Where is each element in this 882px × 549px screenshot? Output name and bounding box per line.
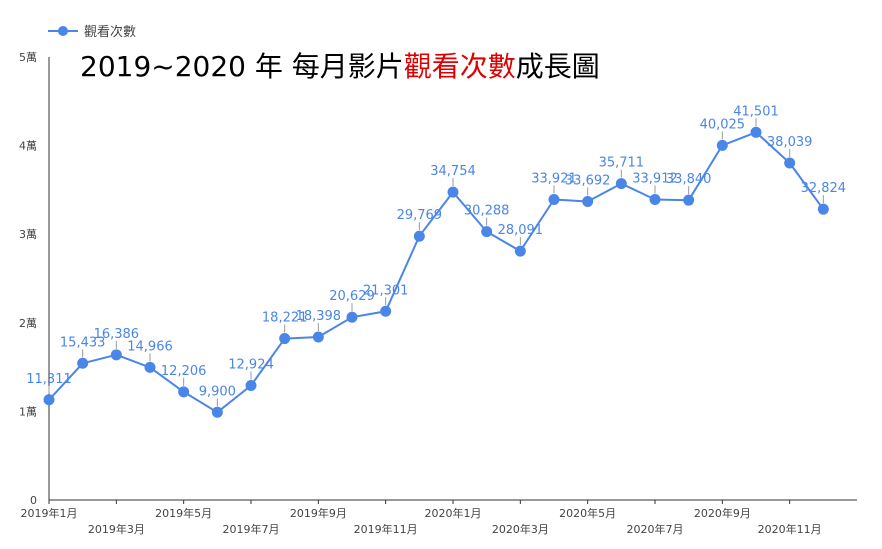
chart-title-part: 2019~2020 年 每月影片 (80, 50, 404, 83)
data-label: 29,769 (397, 208, 443, 223)
y-tick-label: 5萬 (19, 51, 37, 64)
x-tick-label: 2019年1月 (21, 506, 78, 520)
data-point[interactable] (716, 139, 728, 151)
x-tick-label: 2019年5月 (155, 506, 212, 520)
data-label: 20,629 (329, 289, 375, 304)
data-point[interactable] (817, 203, 829, 215)
x-tick-label: 2019年3月 (88, 522, 145, 536)
data-label: 35,711 (599, 156, 645, 171)
data-point[interactable] (245, 379, 257, 391)
data-label: 33,840 (666, 172, 712, 187)
data-point[interactable] (784, 157, 796, 169)
x-tick-label: 2019年7月 (223, 522, 280, 536)
data-point[interactable] (548, 193, 560, 205)
x-tick-label: 2020年7月 (627, 522, 684, 536)
chart-title-part: 觀看次數 (404, 50, 516, 83)
data-label: 18,398 (296, 309, 342, 324)
data-label: 28,091 (498, 223, 544, 238)
data-label: 32,824 (801, 181, 847, 196)
data-label: 18,221 (262, 311, 308, 326)
series-line (48, 131, 825, 414)
data-label: 33,692 (565, 173, 611, 188)
data-point[interactable] (750, 126, 762, 138)
data-label: 12,924 (228, 357, 274, 372)
data-point[interactable] (447, 186, 459, 198)
data-point[interactable] (514, 245, 526, 257)
data-point[interactable] (312, 331, 324, 343)
data-point[interactable] (582, 195, 594, 207)
data-label: 38,039 (767, 135, 813, 150)
data-point[interactable] (144, 361, 156, 373)
y-tick-label: 0 (30, 494, 37, 507)
data-point[interactable] (346, 311, 358, 323)
x-tick-label: 2020年3月 (492, 522, 549, 536)
data-point[interactable] (110, 349, 122, 361)
chart-title: 2019~2020 年 每月影片觀看次數成長圖 (80, 50, 600, 83)
data-point[interactable] (481, 226, 493, 238)
x-tick-label: 2019年9月 (290, 506, 347, 520)
chart-title-part: 成長圖 (516, 50, 600, 83)
data-point[interactable] (380, 305, 392, 317)
data-point[interactable] (649, 194, 661, 206)
data-point[interactable] (279, 333, 291, 345)
chart-legend[interactable]: 觀看次數 (48, 24, 136, 40)
data-label: 33,921 (531, 171, 577, 186)
data-label: 34,754 (430, 164, 476, 179)
data-point[interactable] (178, 386, 190, 398)
y-tick-label: 3萬 (19, 228, 37, 241)
x-tick-label: 2020年5月 (559, 506, 616, 520)
data-label: 30,288 (464, 204, 510, 219)
data-point[interactable] (615, 178, 627, 190)
data-label: 9,900 (199, 384, 236, 399)
data-label: 33,912 (632, 172, 678, 187)
data-label: 21,301 (363, 283, 409, 298)
y-tick-label: 1萬 (19, 405, 37, 418)
data-point[interactable] (413, 230, 425, 242)
x-tick-label: 2020年11月 (758, 522, 822, 536)
data-point[interactable] (683, 194, 695, 206)
y-axis: 0 1萬 2萬 3萬 4萬 5萬 (19, 51, 50, 507)
x-tick-label: 2020年1月 (425, 506, 482, 520)
data-label: 40,025 (700, 117, 746, 132)
data-point[interactable] (211, 406, 223, 418)
data-point[interactable] (77, 357, 89, 369)
legend-marker (58, 26, 68, 36)
legend-label: 觀看次數 (84, 24, 136, 40)
data-label: 15,433 (60, 335, 106, 350)
x-tick-label: 2019年11月 (354, 522, 418, 536)
x-tick-label: 2020年9月 (694, 506, 751, 520)
y-tick-label: 2萬 (19, 317, 37, 330)
data-label: 41,501 (733, 104, 779, 119)
data-point[interactable] (43, 394, 55, 406)
data-label: 16,386 (94, 327, 140, 342)
y-tick-label: 4萬 (19, 140, 37, 153)
data-label: 11,311 (26, 372, 72, 387)
data-label: 14,966 (127, 339, 173, 354)
data-label: 12,206 (161, 364, 207, 379)
x-axis: 2019年1月 2019年3月 2019年5月 2019年7月 2019年9月 2019年… (21, 499, 857, 536)
